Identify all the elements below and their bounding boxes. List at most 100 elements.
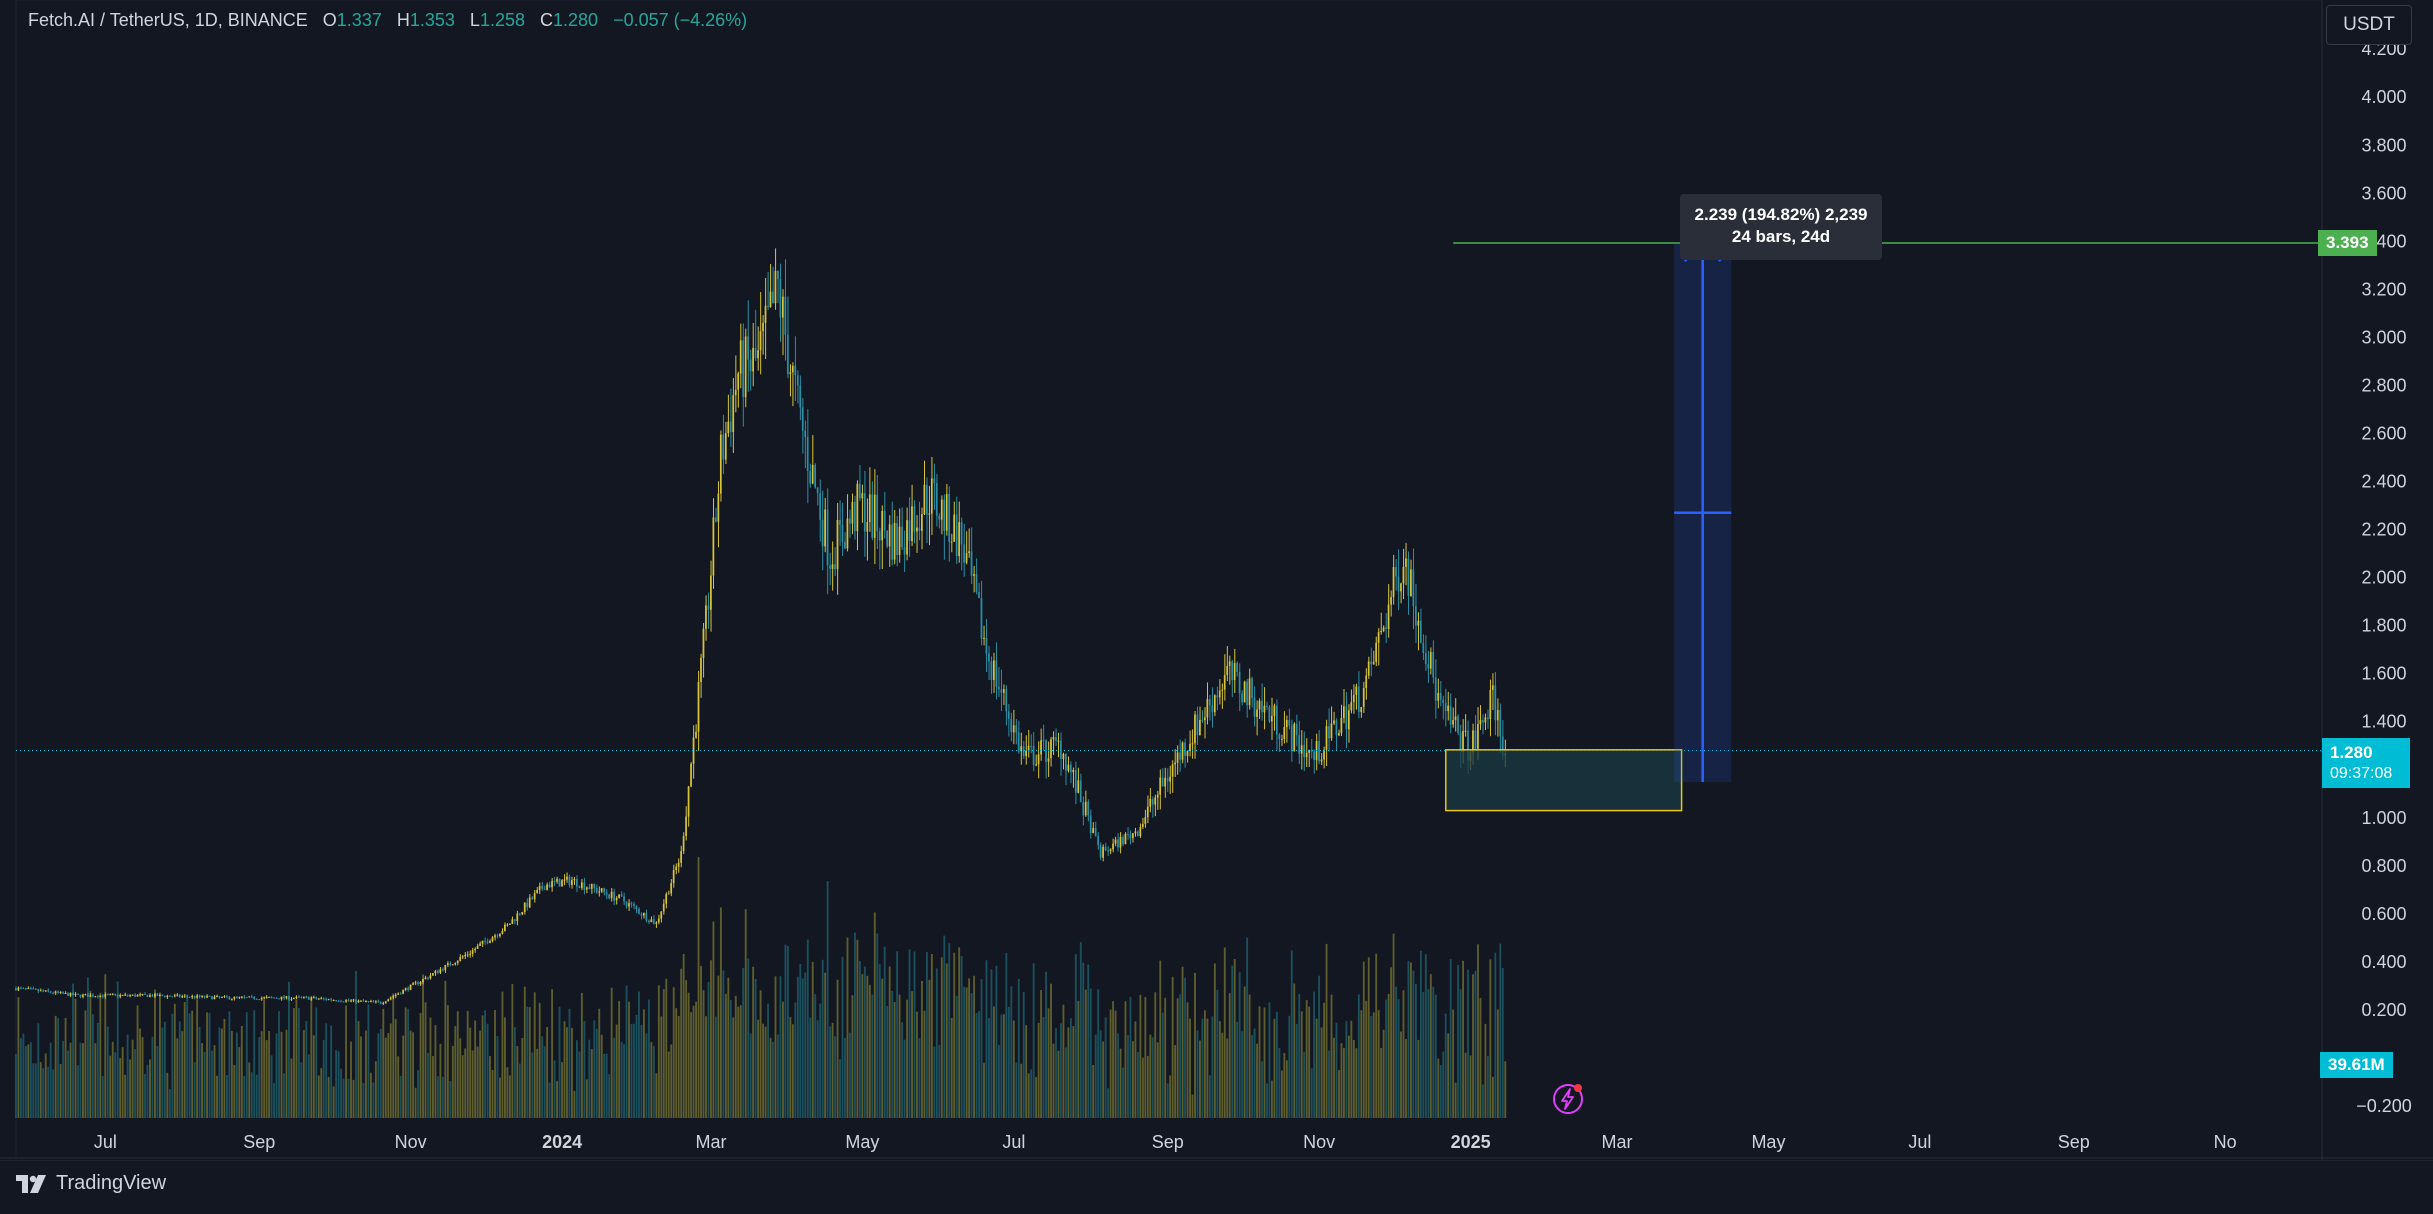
candle-body	[469, 953, 471, 955]
candle-body	[24, 987, 27, 989]
time-tick-label: May	[1751, 1132, 1785, 1152]
candle-body	[799, 385, 802, 408]
candle-body	[357, 1000, 360, 1003]
volume-bar	[198, 1026, 201, 1118]
candle-body	[747, 336, 749, 360]
volume-bar	[794, 1002, 797, 1118]
candle-body	[203, 995, 206, 998]
candle-body	[769, 291, 772, 308]
volume-bar	[1323, 1002, 1326, 1118]
candle-body	[997, 686, 1000, 690]
candle-body	[1032, 745, 1035, 765]
volume-bar	[372, 1082, 375, 1118]
volume-bar	[377, 1033, 380, 1118]
volume-bar	[563, 1021, 566, 1118]
candle-body	[871, 494, 874, 538]
volume-bar	[1020, 1063, 1023, 1118]
volume-bar	[270, 1055, 273, 1118]
price-chart[interactable]: TP 4.2004.0003.8003.6003.4003.2003.0002.…	[0, 0, 2433, 1160]
volume-bar	[588, 1039, 591, 1118]
volume-bar	[146, 1064, 149, 1118]
candle-body	[672, 869, 675, 884]
alert-icon[interactable]	[1551, 1082, 1585, 1121]
tradingview-logo[interactable]: TradingView	[16, 1172, 166, 1195]
candle-body	[312, 997, 315, 999]
candle-body	[350, 1000, 352, 1002]
volume-bar	[1402, 990, 1405, 1118]
volume-bar	[1241, 1031, 1244, 1118]
candle-body	[96, 996, 99, 998]
volume-bar	[91, 1014, 94, 1118]
time-tick-label: 2024	[542, 1132, 582, 1152]
price-tick-label: 4.000	[2361, 87, 2406, 107]
price-tick-label: 3.200	[2361, 279, 2406, 299]
candle-body	[1271, 715, 1273, 722]
volume-bar	[556, 1081, 558, 1118]
volume-bar	[888, 966, 891, 1118]
volume-bar	[928, 979, 931, 1118]
volume-bar	[64, 1017, 67, 1118]
volume-bar	[387, 1033, 390, 1118]
volume-bar	[717, 975, 720, 1118]
volume-bar	[764, 1026, 767, 1118]
volume-bar	[181, 1031, 184, 1118]
candle-body	[729, 421, 732, 433]
volume-bar	[692, 1005, 695, 1118]
candle-body	[573, 878, 576, 881]
candle-body	[1099, 845, 1102, 858]
volume-bar	[1258, 1006, 1261, 1118]
volume-bar	[293, 1008, 295, 1118]
volume-bar	[893, 1002, 896, 1118]
volume-bar	[521, 1037, 524, 1118]
candle-body	[702, 628, 705, 658]
volume-bar	[1335, 1022, 1338, 1118]
currency-button[interactable]: USDT	[2326, 5, 2412, 45]
candle-body	[1045, 740, 1047, 762]
candle-body	[1194, 714, 1196, 744]
volume-bar	[15, 1053, 17, 1118]
volume-bar	[459, 1038, 462, 1118]
volume-bar	[384, 1037, 387, 1118]
volume-bar	[327, 1076, 330, 1118]
volume-bar	[573, 1090, 576, 1118]
candle-body	[988, 653, 990, 662]
volume-bar	[449, 1080, 452, 1118]
candle-body	[724, 433, 727, 460]
candle-body	[868, 494, 871, 522]
candle-body	[955, 514, 958, 556]
candle-body	[1333, 720, 1335, 724]
candle-body	[878, 531, 881, 541]
volume-bar	[1479, 997, 1482, 1118]
time-tick-label: Sep	[1152, 1132, 1184, 1152]
candle-body	[158, 994, 161, 997]
volume-bar	[911, 991, 913, 1118]
candle-body	[1464, 730, 1467, 732]
volume-bar	[342, 1078, 345, 1118]
volume-bar	[223, 1018, 226, 1118]
candle-body	[1367, 661, 1370, 676]
candle-body	[39, 990, 42, 992]
volume-bar	[1382, 1029, 1385, 1118]
candle-body	[1077, 780, 1080, 793]
candle-body	[1439, 692, 1442, 700]
volume-bar	[590, 1049, 593, 1118]
candle-body	[1052, 737, 1055, 740]
volume-bar	[253, 1010, 256, 1118]
volume-bar	[782, 1001, 784, 1118]
volume-bar	[1313, 991, 1316, 1118]
candle-body	[302, 996, 305, 998]
volume-bar	[1060, 1023, 1062, 1118]
candle-body	[89, 995, 92, 997]
candle-body	[757, 350, 759, 359]
volume-bar	[1134, 1021, 1137, 1118]
candle-body	[856, 483, 859, 532]
candle-body	[1010, 718, 1013, 733]
volume-bar	[638, 991, 640, 1118]
volume-bar	[903, 1039, 906, 1118]
volume-bar	[970, 993, 973, 1118]
candle-body	[439, 969, 442, 973]
volume-bar	[749, 1033, 752, 1118]
volume-bar	[59, 1064, 62, 1118]
volume-bar	[603, 1053, 606, 1118]
volume-bar	[278, 1011, 280, 1118]
